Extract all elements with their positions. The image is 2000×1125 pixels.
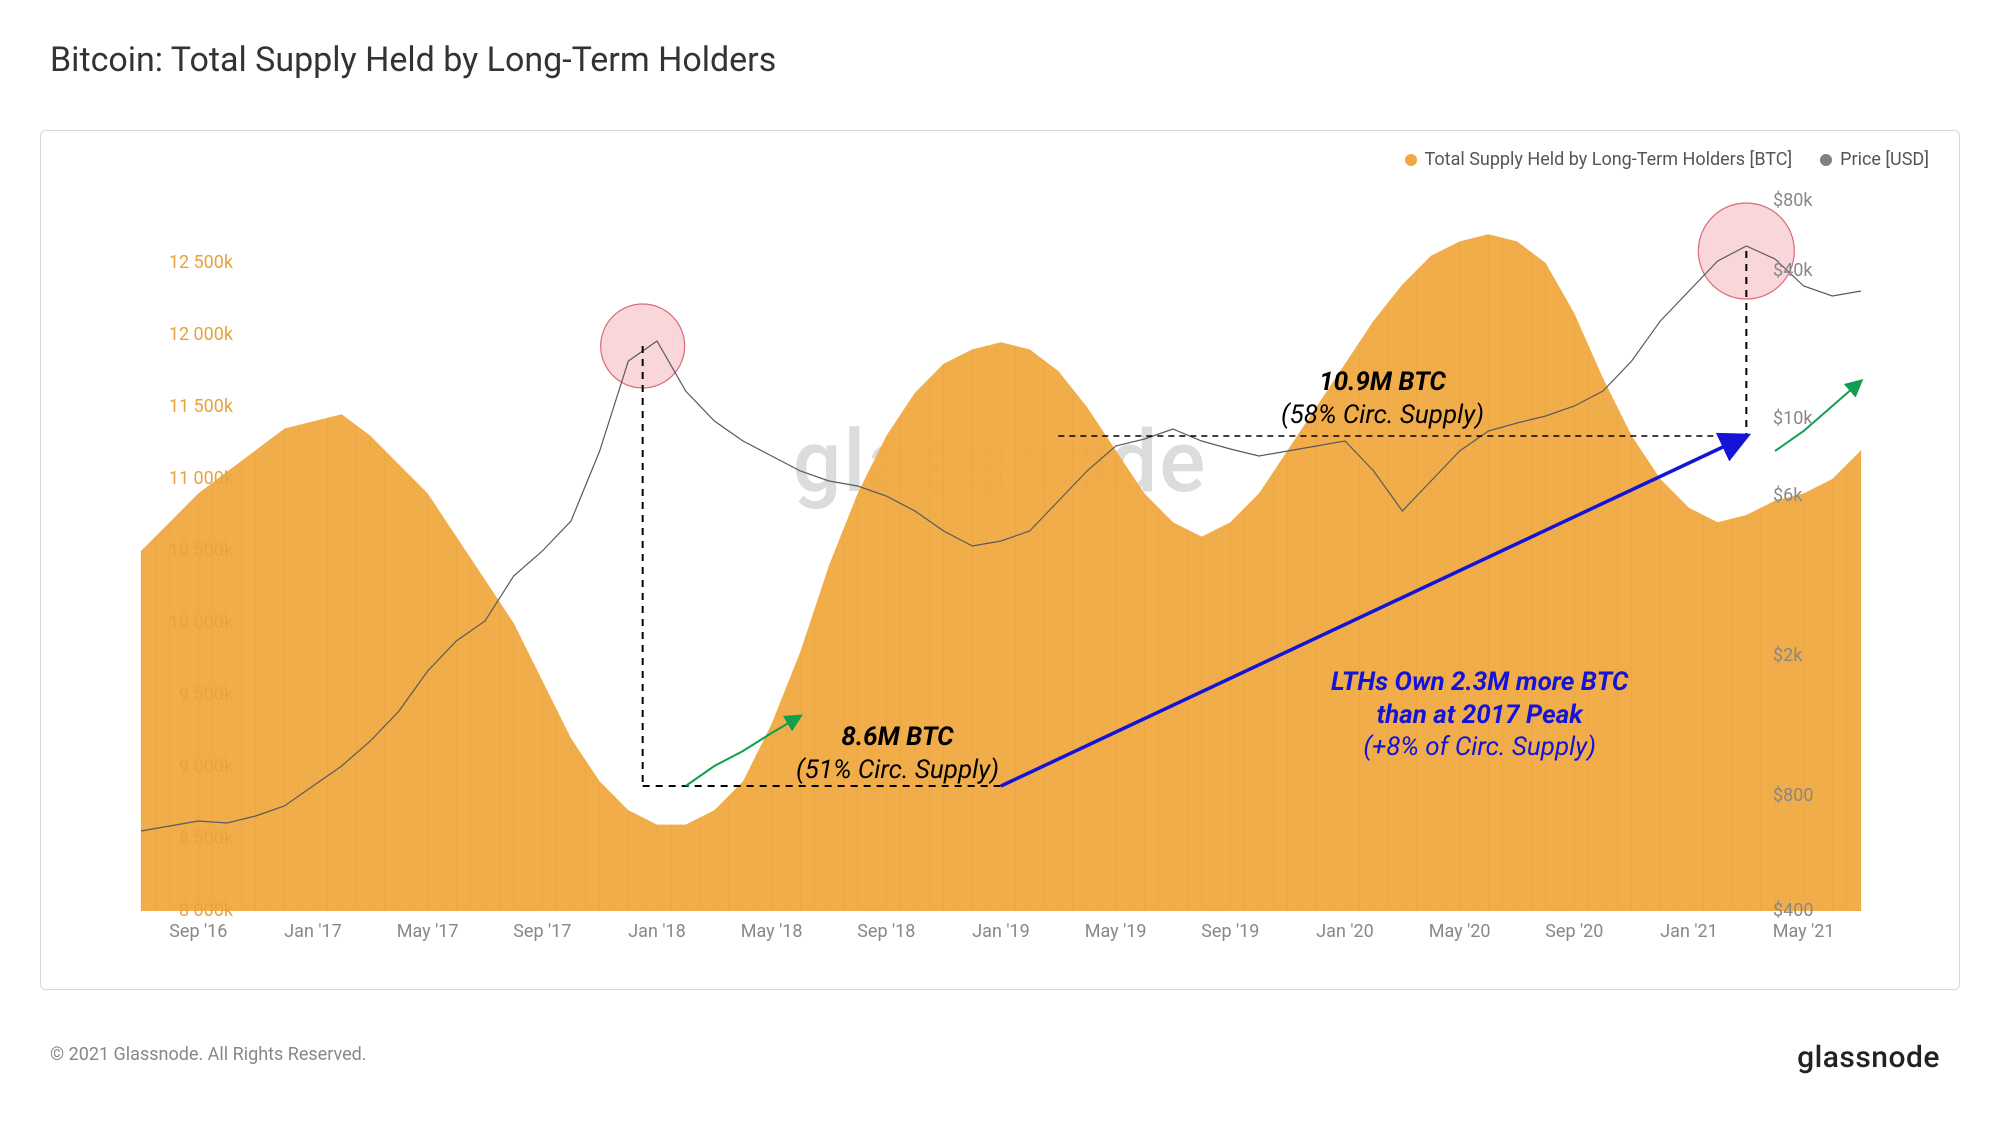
annotation-a3: LTHs Own 2.3M more BTCthan at 2017 Peak(… [1331,666,1628,764]
legend-price-swatch [1820,154,1832,166]
y-right-tick: $400 [1773,900,1813,921]
x-tick: Sep '19 [1201,921,1259,942]
x-tick: Sep '18 [857,921,915,942]
footer-logo: glassnode [1797,1040,1940,1075]
x-tick: Sep '20 [1545,921,1603,942]
x-tick: May '20 [1429,921,1491,942]
annotation-a2: 10.9M BTC(58% Circ. Supply) [1281,366,1484,431]
y-left-tick: 11 500k [169,396,233,417]
y-left-tick: 10 000k [169,612,233,633]
y-left-tick: 9 000k [179,756,233,777]
chart-title: Bitcoin: Total Supply Held by Long-Term … [50,40,776,80]
x-tick: Jan '17 [284,921,342,942]
x-tick: Jan '19 [972,921,1030,942]
footer-copyright: © 2021 Glassnode. All Rights Reserved. [50,1044,367,1065]
y-left-tick: 10 500k [169,540,233,561]
y-left-tick: 11 000k [169,468,233,489]
x-tick: May '21 [1773,921,1835,942]
y-left-tick: 12 000k [169,324,233,345]
x-tick: Jan '21 [1660,921,1718,942]
annotation-a1: 8.6M BTC(51% Circ. Supply) [796,721,999,786]
chart-frame: Total Supply Held by Long-Term Holders [… [40,130,1960,990]
legend-supply-label: Total Supply Held by Long-Term Holders [… [1425,149,1793,170]
y-right-tick: $10k [1773,408,1812,429]
y-left-tick: 9 500k [179,684,233,705]
legend: Total Supply Held by Long-Term Holders [… [1405,149,1929,170]
y-right-tick: $2k [1773,645,1802,666]
y-left-tick: 8 500k [179,828,233,849]
legend-price-label: Price [USD] [1840,149,1929,170]
x-tick: Jan '20 [1316,921,1374,942]
x-tick: May '17 [397,921,459,942]
y-right-tick: $80k [1773,190,1812,211]
legend-price: Price [USD] [1820,149,1929,170]
legend-supply-swatch [1405,154,1417,166]
x-tick: Sep '16 [169,921,227,942]
x-tick: May '19 [1085,921,1147,942]
x-tick: Jan '18 [628,921,686,942]
plot-svg [141,191,1861,911]
x-tick: May '18 [741,921,803,942]
y-right-tick: $40k [1773,260,1812,281]
y-right-tick: $800 [1773,785,1813,806]
y-left-tick: 12 500k [169,252,233,273]
legend-supply: Total Supply Held by Long-Term Holders [… [1405,149,1793,170]
y-left-tick: 8 000k [179,900,233,921]
plot-area: 8 000k8 500k9 000k9 500k10 000k10 500k11… [141,191,1861,911]
y-right-tick: $6k [1773,485,1802,506]
x-tick: Sep '17 [513,921,571,942]
